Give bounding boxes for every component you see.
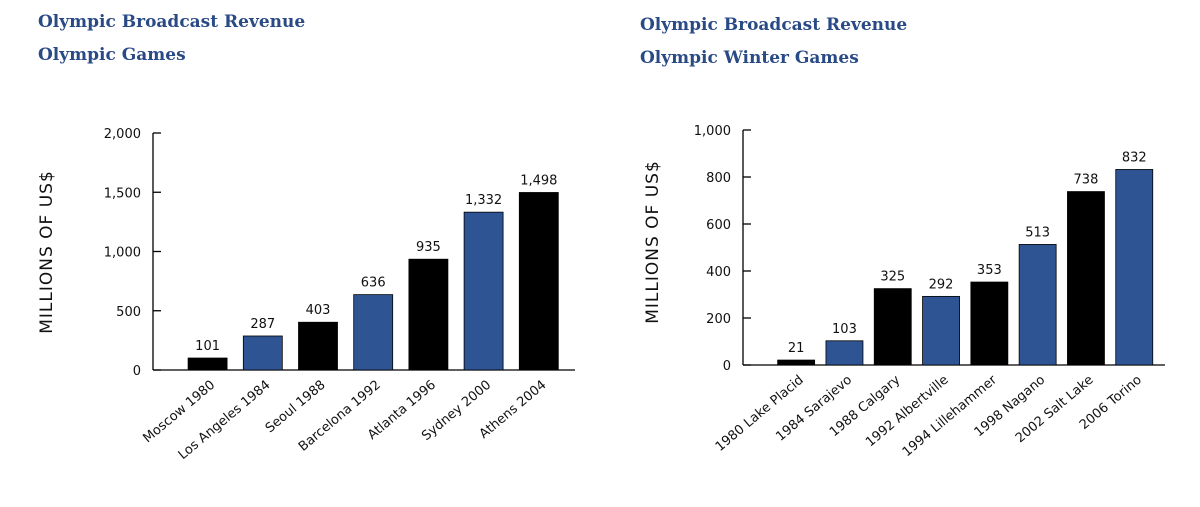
winter-games-panel: Olympic Broadcast Revenue Olympic Winter… [600,0,1200,507]
bar-value-label: 353 [977,263,1002,278]
y-tick-label: 600 [706,218,731,233]
bar [922,295,960,366]
chart-subtitle: Olympic Winter Games [640,48,859,68]
bar [970,281,1009,366]
y-tick-label: 400 [706,265,731,280]
y-tick-label: 800 [706,171,731,186]
bar-value-label: 1,332 [465,193,502,208]
y-tick-label: 0 [133,364,141,379]
bar [518,192,559,371]
bar-value-label: 738 [1074,173,1099,188]
y-tick-label: 1,000 [694,124,731,139]
bar-value-label: 513 [1025,225,1050,240]
y-tick-label: 200 [706,312,731,327]
bar-value-label: 1,498 [520,173,557,188]
bar-value-label: 935 [416,240,441,255]
x-category-label: 1992 Albertville [863,373,952,451]
bar [825,340,864,366]
bar [873,288,912,366]
y-tick-label: 0 [723,359,731,374]
bar [777,359,816,366]
bar-value-label: 292 [929,277,954,292]
y-tick-label: 500 [116,305,141,320]
y-axis-label: MILLIONS OF US$ [643,160,663,324]
bar [1018,244,1057,366]
bar-value-label: 325 [880,270,905,285]
summer-games-panel: Olympic Broadcast Revenue Olympic Games … [37,12,575,463]
x-category-label: 1980 Lake Placid [713,373,807,455]
bar [1067,191,1105,366]
y-tick-label: 1,500 [104,186,141,201]
chart-title: Olympic Broadcast Revenue [38,12,306,32]
bar-value-label: 101 [195,339,220,354]
x-category-label: Los Angeles 1984 [176,378,274,463]
bar [1115,169,1154,366]
bar [242,335,283,371]
chart-subtitle: Olympic Games [38,45,186,65]
summer-games-bar-chart: MILLIONS OF US$05001,0001,5002,000101Mos… [37,127,575,463]
bar-value-label: 287 [250,317,275,332]
y-axis-label: MILLIONS OF US$ [37,170,57,334]
bar [408,258,449,371]
bar-value-label: 403 [306,303,331,318]
bar-value-label: 103 [832,322,857,337]
y-tick-label: 2,000 [104,127,141,142]
bar [298,321,338,371]
winter-games-bar-chart: MILLIONS OF US$ 0 200 400 600 800 1,000 21 1980 … [643,124,1165,460]
bar-value-label: 636 [361,276,386,291]
bar [463,211,504,371]
y-tick-label: 1,000 [104,246,141,261]
bar-value-label: 832 [1122,150,1147,165]
chart-title: Olympic Broadcast Revenue [640,15,908,35]
bar-value-label: 21 [788,341,805,356]
bar [187,357,228,371]
bar [353,294,394,371]
